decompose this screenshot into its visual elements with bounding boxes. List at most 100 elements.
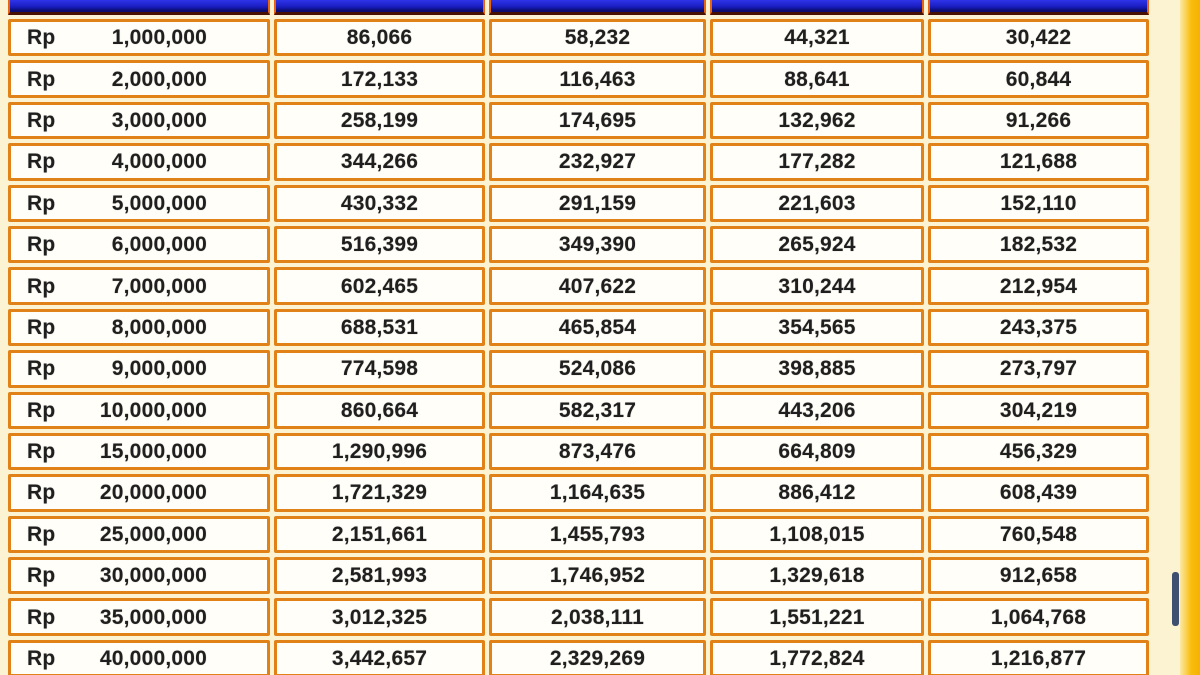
loan-amount-value: 30,000,000	[99, 564, 207, 588]
installment-cell: 602,465	[274, 267, 485, 305]
installment-cell: 860,664	[274, 391, 485, 429]
installment-cell: 1,551,221	[710, 598, 924, 636]
column-header-loan-amount	[8, 0, 270, 15]
installment-cell: 430,332	[274, 184, 485, 222]
installment-cell: 688,531	[274, 308, 485, 347]
installment-cell: 1,329,618	[710, 557, 924, 595]
amount-cell: Rp 30,000,000	[8, 557, 270, 595]
amount-cell: Rp 4,000,000	[8, 143, 270, 181]
amount-cell: Rp 2,000,000	[8, 60, 270, 98]
installment-cell: 516,399	[274, 225, 485, 264]
installment-cell: 1,064,768	[928, 598, 1149, 636]
loan-amount-value: 6,000,000	[111, 233, 207, 257]
installment-cell: 2,329,269	[489, 639, 706, 675]
installment-cell: 60,844	[928, 60, 1149, 98]
installment-cell: 291,159	[489, 184, 706, 222]
installment-cell: 1,721,329	[274, 474, 485, 512]
currency-prefix: Rp	[27, 522, 56, 546]
installment-cell: 349,390	[489, 225, 706, 264]
column-header-installment-2	[489, 0, 706, 15]
loan-amount-value: 4,000,000	[111, 150, 207, 174]
installment-cell: 44,321	[710, 19, 924, 57]
installment-cell: 1,746,952	[489, 557, 706, 595]
installment-cell: 88,641	[710, 60, 924, 98]
amount-cell: Rp 9,000,000	[8, 350, 270, 388]
installment-cell: 1,216,877	[928, 639, 1149, 675]
installment-cell: 886,412	[710, 474, 924, 512]
installment-cell: 2,038,111	[489, 598, 706, 636]
currency-prefix: Rp	[27, 191, 56, 215]
currency-prefix: Rp	[27, 274, 56, 298]
installment-cell: 1,455,793	[489, 515, 706, 554]
currency-prefix: Rp	[27, 233, 56, 257]
amount-cell: Rp 35,000,000	[8, 598, 270, 636]
installment-cell: 398,885	[710, 350, 924, 388]
installment-cell: 456,329	[928, 432, 1149, 471]
installment-cell: 232,927	[489, 143, 706, 181]
currency-prefix: Rp	[27, 150, 56, 174]
loan-amount-value: 9,000,000	[111, 357, 207, 381]
loan-amount-value: 2,000,000	[111, 67, 207, 91]
amount-cell: Rp 15,000,000	[8, 432, 270, 471]
currency-prefix: Rp	[27, 315, 56, 339]
scrollbar-thumb[interactable]	[1172, 572, 1179, 626]
amount-cell: Rp 8,000,000	[8, 308, 270, 347]
currency-prefix: Rp	[27, 108, 56, 132]
column-header-installment-1	[274, 0, 485, 15]
installment-cell: 177,282	[710, 143, 924, 181]
installment-cell: 582,317	[489, 391, 706, 429]
currency-prefix: Rp	[27, 647, 56, 671]
amount-cell: Rp 40,000,000	[8, 639, 270, 675]
installment-cell: 310,244	[710, 267, 924, 305]
installment-cell: 664,809	[710, 432, 924, 471]
installment-cell: 760,548	[928, 515, 1149, 554]
currency-prefix: Rp	[27, 26, 56, 50]
installment-cell: 3,012,325	[274, 598, 485, 636]
loan-amount-value: 1,000,000	[111, 26, 207, 50]
installment-cell: 182,532	[928, 225, 1149, 264]
installment-cell: 912,658	[928, 557, 1149, 595]
loan-amount-value: 3,000,000	[111, 108, 207, 132]
installment-cell: 2,151,661	[274, 515, 485, 554]
currency-prefix: Rp	[27, 357, 56, 381]
installment-cell: 86,066	[274, 19, 485, 57]
installment-cell: 1,772,824	[710, 639, 924, 675]
installment-cell: 273,797	[928, 350, 1149, 388]
loan-amount-value: 5,000,000	[111, 191, 207, 215]
installment-cell: 873,476	[489, 432, 706, 471]
installment-cell: 258,199	[274, 101, 485, 140]
amount-cell: Rp 5,000,000	[8, 184, 270, 222]
installment-cell: 30,422	[928, 19, 1149, 57]
installment-cell: 304,219	[928, 391, 1149, 429]
installment-cell: 172,133	[274, 60, 485, 98]
installment-cell: 608,439	[928, 474, 1149, 512]
loan-amount-value: 8,000,000	[111, 315, 207, 339]
loan-amount-value: 35,000,000	[99, 605, 207, 629]
installment-cell: 1,164,635	[489, 474, 706, 512]
installment-cell: 212,954	[928, 267, 1149, 305]
amount-cell: Rp 25,000,000	[8, 515, 270, 554]
installment-cell: 1,108,015	[710, 515, 924, 554]
installment-cell: 3,442,657	[274, 639, 485, 675]
installment-cell: 221,603	[710, 184, 924, 222]
loan-amount-value: 25,000,000	[99, 522, 207, 546]
installment-cell: 116,463	[489, 60, 706, 98]
installment-cell: 1,290,996	[274, 432, 485, 471]
installment-cell: 2,581,993	[274, 557, 485, 595]
installment-cell: 152,110	[928, 184, 1149, 222]
loan-amount-value: 10,000,000	[99, 398, 207, 422]
installment-cell: 174,695	[489, 101, 706, 140]
installment-cell: 91,266	[928, 101, 1149, 140]
column-header-installment-3	[710, 0, 924, 15]
installment-cell: 443,206	[710, 391, 924, 429]
currency-prefix: Rp	[27, 605, 56, 629]
loan-amount-value: 7,000,000	[111, 274, 207, 298]
currency-prefix: Rp	[27, 440, 56, 464]
currency-prefix: Rp	[27, 481, 56, 505]
installment-cell: 465,854	[489, 308, 706, 347]
right-gold-strip	[1180, 0, 1200, 675]
loan-amount-value: 20,000,000	[99, 481, 207, 505]
installment-cell: 121,688	[928, 143, 1149, 181]
currency-prefix: Rp	[27, 564, 56, 588]
